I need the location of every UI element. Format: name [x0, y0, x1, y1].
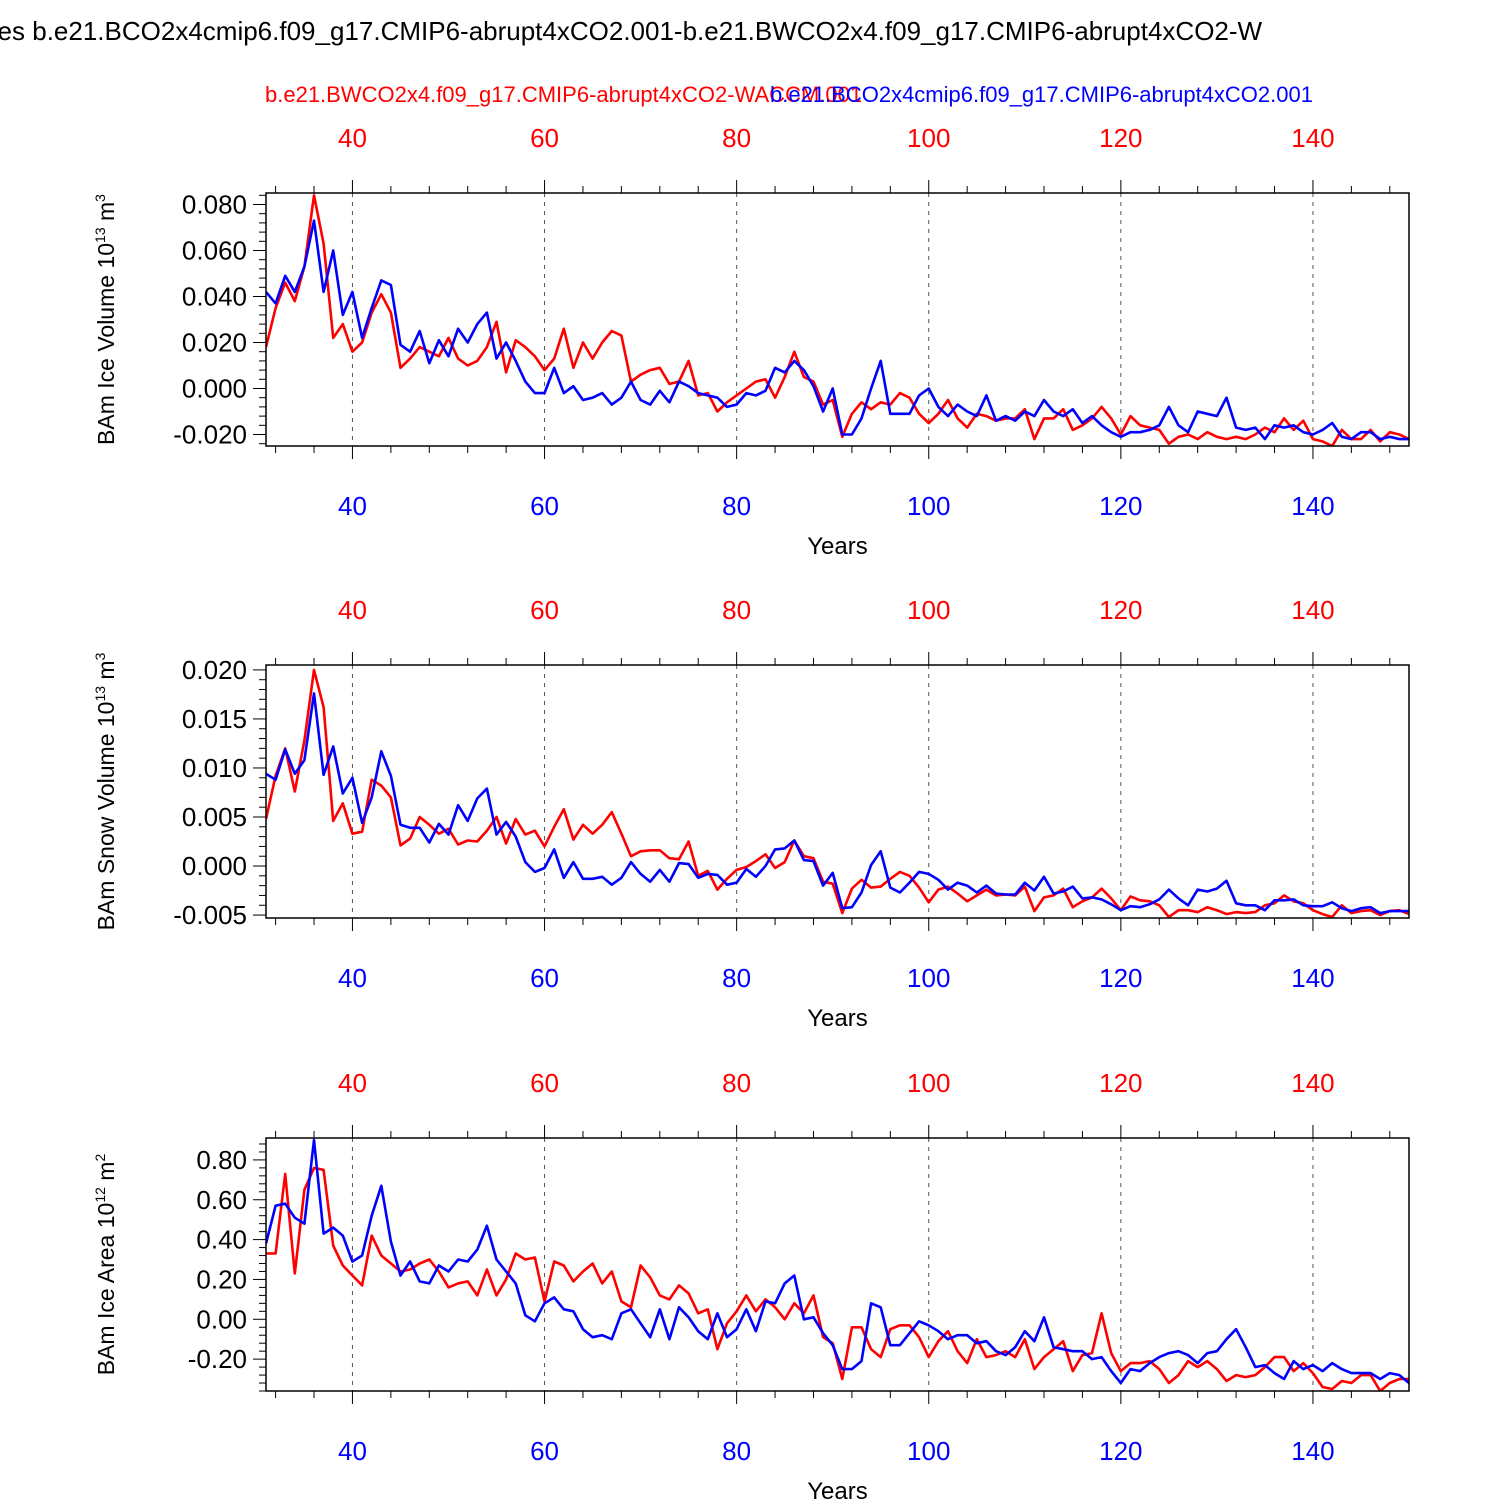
x-axis-label: Years — [807, 1478, 868, 1500]
y-tick-label: 0.005 — [182, 802, 247, 832]
chart-panel-2: -0.005 0.000 0.005 0.010 0.015 0.020 40 40 60 60 8… — [92, 595, 1410, 1032]
x-tick-label-top: 80 — [722, 1068, 751, 1098]
x-tick-label-bottom: 40 — [338, 963, 367, 993]
x-tick-label-bottom: 140 — [1291, 963, 1334, 993]
x-tick-label-bottom: 120 — [1099, 1436, 1142, 1466]
x-tick-label-bottom: 80 — [722, 1436, 751, 1466]
y-tick-label: 0.40 — [196, 1225, 247, 1255]
x-tick-label-top: 40 — [338, 1068, 367, 1098]
x-tick-label-bottom: 100 — [907, 963, 950, 993]
x-tick-label-top: 120 — [1099, 595, 1142, 625]
y-tick-label: 0.60 — [196, 1185, 247, 1215]
y-tick-label: 0.80 — [196, 1145, 247, 1175]
x-tick-label-bottom: 60 — [530, 963, 559, 993]
y-tick-label: 0.040 — [182, 282, 247, 312]
x-tick-label-bottom: 80 — [722, 963, 751, 993]
y-tick-label: 0.000 — [182, 851, 247, 881]
series-line-red — [266, 668, 1409, 918]
y-tick-label: 0.00 — [196, 1304, 247, 1334]
y-tick-label: 0.060 — [182, 236, 247, 266]
x-tick-label-top: 60 — [530, 1068, 559, 1098]
y-axis-label: BAm Ice Volume 1013 m3 — [92, 194, 119, 445]
x-tick-label-bottom: 120 — [1099, 491, 1142, 521]
x-axis-label: Years — [807, 1005, 868, 1032]
x-tick-label-bottom: 40 — [338, 491, 367, 521]
x-tick-label-top: 60 — [530, 595, 559, 625]
plot-frame — [265, 1137, 1410, 1392]
x-tick-label-top: 40 — [338, 123, 367, 153]
x-tick-label-bottom: 40 — [338, 1436, 367, 1466]
series-line-blue — [266, 1138, 1409, 1385]
y-tick-label: 0.000 — [182, 374, 247, 404]
x-tick-label-bottom: 60 — [530, 491, 559, 521]
y-tick-label: 0.020 — [182, 328, 247, 358]
y-tick-label: 0.015 — [182, 704, 247, 734]
y-tick-label: -0.020 — [173, 420, 247, 450]
x-tick-label-top: 40 — [338, 595, 367, 625]
plot-frame — [265, 192, 1410, 447]
x-tick-label-bottom: 140 — [1291, 1436, 1334, 1466]
x-tick-label-bottom: 140 — [1291, 491, 1334, 521]
y-tick-label: 0.020 — [182, 655, 247, 685]
y-tick-label: 0.080 — [182, 190, 247, 220]
x-tick-label-top: 140 — [1291, 1068, 1334, 1098]
x-tick-label-bottom: 60 — [530, 1436, 559, 1466]
y-tick-label: 0.010 — [182, 753, 247, 783]
legend-red: b.e21.BWCO2x4.f09_g17.CMIP6-abrupt4xCO2-… — [265, 82, 862, 107]
series-line-blue — [266, 692, 1409, 915]
plot-frame — [265, 664, 1410, 919]
x-tick-label-top: 120 — [1099, 1068, 1142, 1098]
y-axis-label: BAm Ice Area 1012 m2 — [92, 1154, 119, 1376]
x-tick-label-top: 100 — [907, 595, 950, 625]
series-line-red — [266, 1166, 1409, 1391]
x-tick-label-top: 80 — [722, 595, 751, 625]
x-tick-label-top: 60 — [530, 123, 559, 153]
x-tick-label-bottom: 80 — [722, 491, 751, 521]
x-tick-label-top: 140 — [1291, 123, 1334, 153]
y-axis-label: BAm Snow Volume 1013 m3 — [92, 652, 119, 930]
figure-title: lies b.e21.BCO2x4cmip6.f09_g17.CMIP6-abr… — [0, 16, 1263, 46]
x-tick-label-bottom: 100 — [907, 1436, 950, 1466]
x-tick-label-top: 80 — [722, 123, 751, 153]
x-tick-label-bottom: 120 — [1099, 963, 1142, 993]
series-line-blue — [266, 219, 1409, 441]
y-tick-label: -0.20 — [188, 1344, 247, 1374]
y-tick-label: 0.20 — [196, 1264, 247, 1294]
x-axis-label: Years — [807, 533, 868, 560]
chart-panel-1: -0.020 0.000 0.020 0.040 0.060 0.080 40 40 60 60 8… — [92, 123, 1410, 560]
y-tick-label: -0.005 — [173, 900, 247, 930]
x-tick-label-top: 100 — [907, 123, 950, 153]
x-tick-label-top: 140 — [1291, 595, 1334, 625]
x-tick-label-top: 100 — [907, 1068, 950, 1098]
x-tick-label-top: 120 — [1099, 123, 1142, 153]
chart-panel-3: -0.20 0.00 0.20 0.40 0.60 0.80 40 40 60 60 80 80 100… — [92, 1068, 1410, 1500]
x-tick-label-bottom: 100 — [907, 491, 950, 521]
legend-blue: b.e21.BCO2x4cmip6.f09_g17.CMIP6-abrupt4x… — [770, 82, 1313, 107]
series-line-red — [266, 194, 1409, 446]
